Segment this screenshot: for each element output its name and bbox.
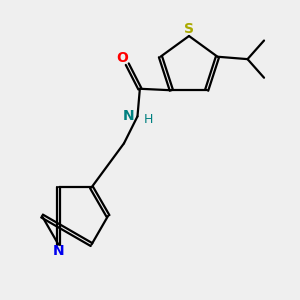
Text: S: S — [184, 22, 194, 36]
Text: O: O — [116, 51, 128, 64]
Text: N: N — [123, 109, 134, 123]
Text: H: H — [143, 113, 153, 126]
Text: N: N — [53, 244, 64, 258]
